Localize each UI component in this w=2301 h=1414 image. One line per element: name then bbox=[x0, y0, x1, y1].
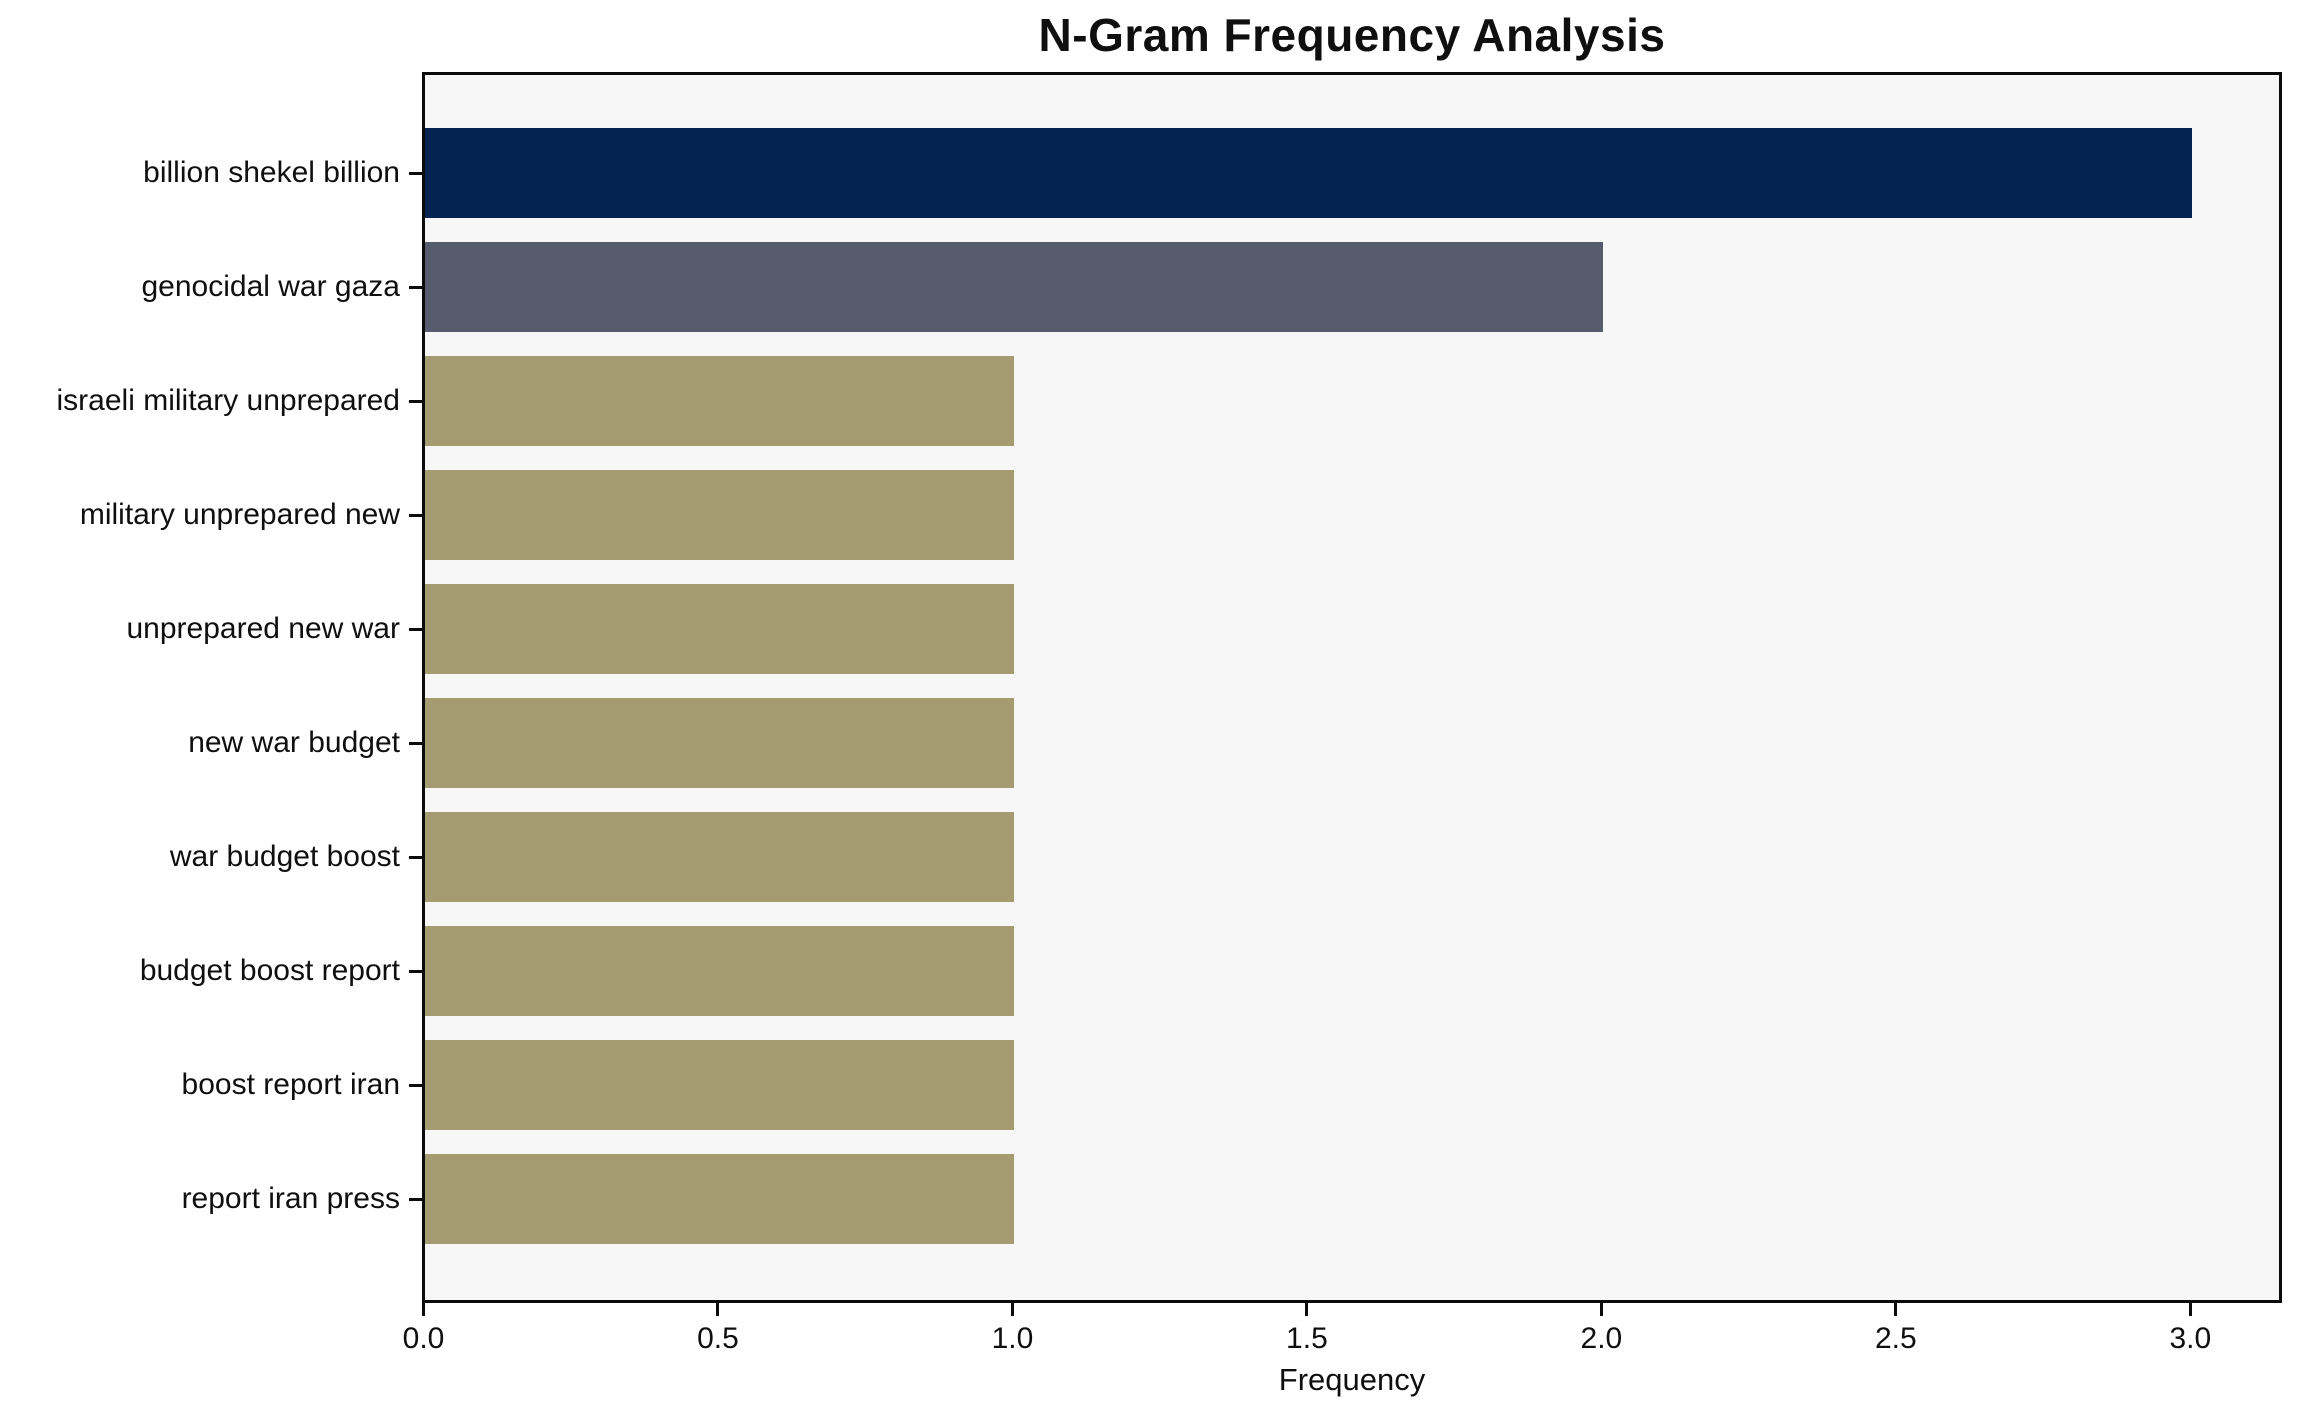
chart-title: N-Gram Frequency Analysis bbox=[1038, 9, 1666, 61]
x-tick-label: 0.0 bbox=[402, 1322, 445, 1355]
x-tick-label: 0.5 bbox=[697, 1322, 739, 1355]
bar-military-unprepared-new bbox=[425, 470, 1014, 560]
y-tick-mark bbox=[409, 513, 422, 517]
plot-area bbox=[422, 72, 2282, 1303]
x-tick-mark bbox=[422, 1303, 425, 1316]
x-tick-mark bbox=[716, 1303, 720, 1316]
y-tick-label: war budget boost bbox=[169, 840, 400, 873]
y-tick-mark bbox=[409, 285, 422, 289]
y-tick-label: new war budget bbox=[188, 726, 400, 759]
bar-genocidal-war-gaza bbox=[425, 242, 1603, 332]
y-tick-label: genocidal war gaza bbox=[141, 270, 400, 303]
y-tick-mark bbox=[409, 855, 422, 859]
y-tick-label: unprepared new war bbox=[126, 612, 400, 645]
y-tick-mark bbox=[409, 171, 422, 175]
y-tick-label: israeli military unprepared bbox=[56, 384, 400, 417]
bar-boost-report-iran bbox=[425, 1040, 1014, 1130]
x-tick-label: 1.0 bbox=[991, 1322, 1034, 1355]
y-tick-mark bbox=[409, 1197, 422, 1201]
bar-billion-shekel-billion bbox=[425, 128, 2192, 218]
x-tick-label: 1.5 bbox=[1286, 1322, 1328, 1355]
bar-war-budget-boost bbox=[425, 812, 1014, 902]
x-tick-mark bbox=[1894, 1303, 1898, 1316]
y-tick-label: billion shekel billion bbox=[143, 156, 400, 189]
x-tick-mark bbox=[1010, 1303, 1014, 1316]
y-tick-label: budget boost report bbox=[139, 954, 400, 987]
x-tick-mark bbox=[1305, 1303, 1309, 1316]
y-tick-mark bbox=[409, 627, 422, 631]
bar-budget-boost-report bbox=[425, 926, 1014, 1016]
x-tick-label: 2.0 bbox=[1580, 1322, 1623, 1355]
y-tick-label: report iran press bbox=[181, 1182, 400, 1215]
bar-new-war-budget bbox=[425, 698, 1014, 788]
y-tick-mark bbox=[409, 399, 422, 403]
bar-report-iran-press bbox=[425, 1154, 1014, 1244]
x-tick-label: 3.0 bbox=[2169, 1322, 2212, 1355]
x-tick-label: 2.5 bbox=[1875, 1322, 1917, 1355]
bar-israeli-military-unprepared bbox=[425, 356, 1014, 446]
y-tick-mark bbox=[409, 741, 422, 745]
y-tick-label: boost report iran bbox=[181, 1068, 400, 1101]
x-tick-mark bbox=[1599, 1303, 1603, 1316]
bar-unprepared-new-war bbox=[425, 584, 1014, 674]
y-tick-label: military unprepared new bbox=[79, 498, 400, 531]
y-tick-mark bbox=[409, 1083, 422, 1087]
x-tick-mark bbox=[2188, 1303, 2192, 1316]
y-tick-mark bbox=[409, 969, 422, 973]
x-axis-label: Frequency bbox=[1278, 1362, 1426, 1397]
